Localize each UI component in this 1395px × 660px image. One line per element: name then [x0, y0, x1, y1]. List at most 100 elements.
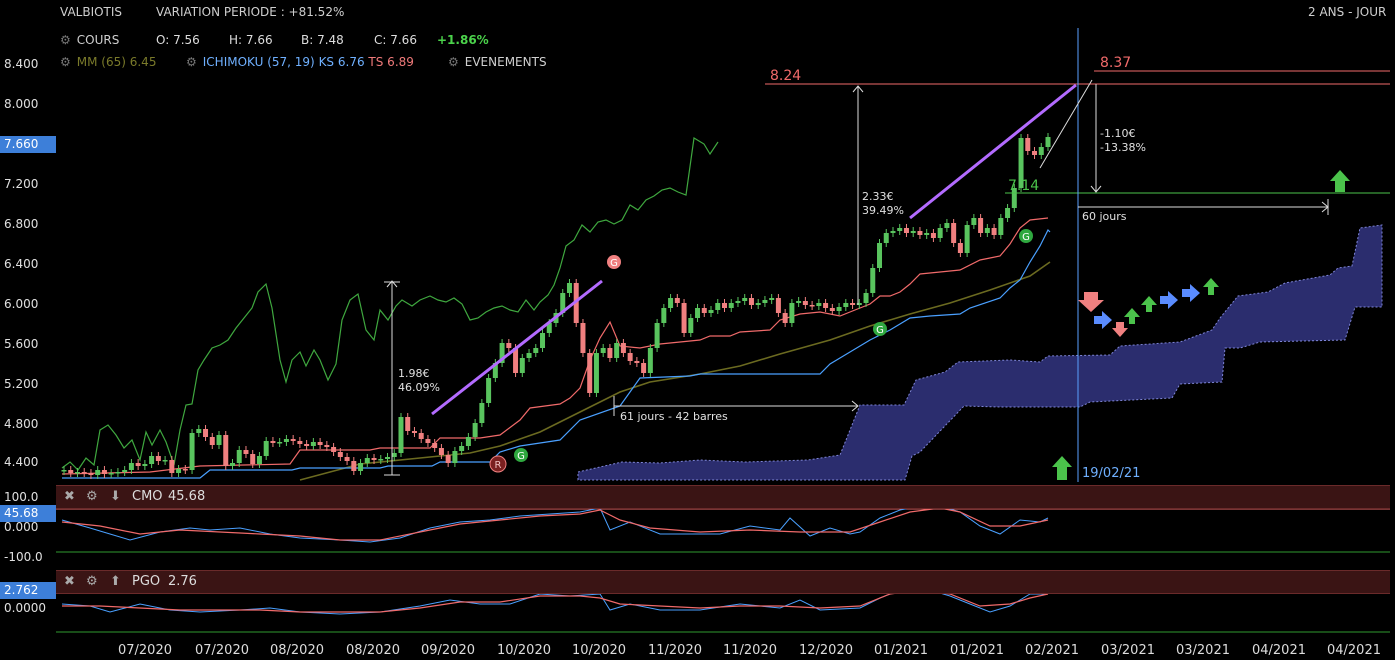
low-value: B: 7.48 — [301, 33, 344, 47]
arrow-up-icon — [1330, 170, 1350, 192]
y-tick: 8.400 — [4, 57, 39, 71]
candle — [910, 231, 916, 233]
arrow-up-icon[interactable]: ⬆ — [110, 574, 121, 589]
candle — [728, 303, 734, 308]
candle — [68, 470, 74, 473]
candle — [641, 363, 647, 373]
svg-text:G: G — [1022, 232, 1030, 243]
candle — [250, 454, 256, 464]
candle — [708, 310, 714, 313]
move2-percent: 39.49% — [862, 204, 904, 217]
candle — [385, 457, 391, 459]
candle — [951, 223, 957, 243]
candle — [540, 333, 546, 348]
events-legend[interactable]: ⚙ EVENEMENTS — [448, 55, 547, 69]
candle — [169, 460, 175, 473]
candle — [735, 301, 741, 303]
x-tick: 10/2020 — [571, 643, 626, 658]
candle — [196, 429, 202, 433]
close-icon[interactable]: ✖ — [64, 574, 75, 589]
candle — [499, 343, 505, 363]
mm-legend[interactable]: ⚙ MM (65) 6.45 — [60, 55, 156, 69]
x-tick: 01/2021 — [873, 643, 928, 658]
candle — [256, 456, 262, 464]
candle — [128, 463, 134, 470]
y-tick: 5.200 — [4, 377, 39, 391]
change-value: +1.86% — [437, 33, 489, 47]
candle — [829, 308, 835, 311]
candle — [1032, 151, 1038, 155]
candle — [344, 457, 350, 461]
x-tick: 09/2020 — [420, 643, 475, 658]
candle — [668, 298, 674, 308]
span2-label: 60 jours — [1082, 210, 1127, 223]
cmo-signal-line — [61, 505, 1049, 543]
candle — [203, 429, 209, 437]
ichimoku-legend[interactable]: ⚙ ICHIMOKU (57, 19) KS 6.76 TS 6.89 — [186, 55, 414, 69]
ks-label: KS 6.76 — [318, 55, 365, 69]
candle — [856, 303, 862, 305]
x-tick: 11/2020 — [722, 643, 777, 658]
pgo-value: 2.76 — [168, 574, 197, 589]
candle — [903, 228, 909, 233]
candle — [607, 348, 613, 358]
y-tick: 7.200 — [4, 177, 39, 191]
arrow-down-icon[interactable]: ⬇ — [110, 489, 121, 504]
x-tick: 07/2020 — [194, 643, 249, 658]
gear-icon[interactable]: ⚙ — [448, 55, 459, 69]
candle — [593, 353, 599, 393]
candle — [492, 363, 498, 378]
candle — [364, 458, 370, 463]
candle — [1038, 147, 1044, 155]
gear-icon[interactable]: ⚙ — [86, 489, 98, 504]
candle — [957, 243, 963, 253]
candle — [944, 223, 950, 228]
candle — [850, 303, 856, 305]
trend-line-thin — [1039, 79, 1093, 169]
candle — [782, 313, 788, 323]
tenkan-line — [61, 217, 1049, 475]
pgo-panel-header: ✖ ⚙ ⬆ PGO 2.76 — [56, 570, 1390, 594]
candle — [115, 472, 121, 474]
candle — [445, 455, 451, 463]
candle — [189, 433, 195, 470]
candle — [81, 472, 87, 474]
candle — [95, 470, 101, 475]
signal-g-marker: G — [607, 255, 621, 269]
candle — [61, 470, 67, 472]
candle — [661, 308, 667, 323]
candle — [964, 225, 970, 253]
gear-icon[interactable]: ⚙ — [60, 33, 71, 47]
span1-label: 61 jours - 42 barres — [620, 410, 728, 423]
cours-legend[interactable]: ⚙ COURS — [60, 33, 119, 47]
gear-icon[interactable]: ⚙ — [60, 55, 71, 69]
candle — [304, 444, 310, 446]
open-value: O: 7.56 — [156, 33, 200, 47]
candle — [405, 417, 411, 431]
period-selector[interactable]: 2 ANS - JOUR — [1308, 5, 1387, 19]
candle — [122, 470, 128, 472]
candle — [796, 301, 802, 303]
x-tick: 04/2021 — [1251, 643, 1306, 658]
close-icon[interactable]: ✖ — [64, 489, 75, 504]
candle — [580, 323, 586, 353]
candle — [654, 323, 660, 348]
svg-text:G: G — [610, 258, 618, 269]
arrow-up-icon — [1203, 278, 1219, 295]
gear-icon[interactable]: ⚙ — [186, 55, 197, 69]
candle — [182, 469, 188, 471]
candle — [600, 348, 606, 353]
ts-label: TS 6.89 — [368, 55, 414, 69]
gear-icon[interactable]: ⚙ — [86, 574, 98, 589]
target-label-837: 8.37 — [1100, 55, 1131, 71]
candle — [742, 298, 748, 301]
candle — [1005, 208, 1011, 218]
candle — [620, 343, 626, 353]
cmo-badge: 45.68 — [0, 505, 56, 522]
candle — [337, 452, 343, 457]
candle — [162, 460, 168, 462]
y-tick: 6.000 — [4, 297, 39, 311]
arrow-up-icon — [1141, 296, 1157, 312]
move1-amount: 1.98€ — [398, 367, 430, 380]
